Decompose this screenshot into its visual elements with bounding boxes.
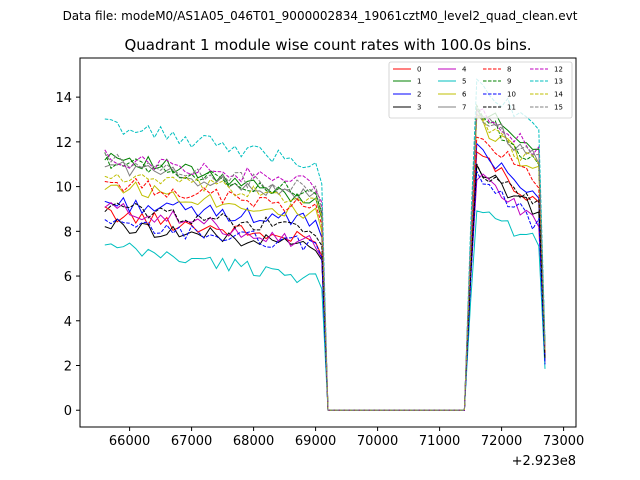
x-tick-label: 68000 (233, 434, 274, 449)
legend-label-10: 10 (507, 91, 516, 99)
x-axis: 66000 67000 68000 69000 70000 71000 72000 73000 (109, 427, 584, 449)
legend-label-5: 5 (462, 78, 466, 86)
x-tick-label: 66000 (109, 434, 150, 449)
series-lines (104, 78, 546, 411)
legend-label-1: 1 (417, 78, 421, 86)
legend-label-15: 15 (554, 104, 563, 112)
x-tick-label: 70000 (357, 434, 398, 449)
y-tick-label: 2 (64, 360, 72, 375)
y-tick-label: 0 (64, 404, 72, 419)
legend-label-0: 0 (417, 66, 421, 74)
x-tick-label: 67000 (171, 434, 212, 449)
legend-label-8: 8 (507, 66, 511, 74)
series-line-10 (104, 169, 546, 411)
legend-label-14: 14 (554, 91, 563, 99)
x-offset-label: +2.923e8 (512, 454, 576, 469)
legend-label-9: 9 (507, 78, 511, 86)
series-line-13 (104, 78, 546, 411)
y-axis: 0 2 4 6 8 10 12 14 (55, 91, 80, 419)
y-tick-label: 6 (64, 270, 72, 285)
x-tick-label: 73000 (543, 434, 584, 449)
y-tick-label: 12 (55, 136, 72, 151)
x-tick-label: 69000 (295, 434, 336, 449)
legend-label-13: 13 (554, 78, 563, 86)
legend-label-7: 7 (462, 104, 466, 112)
x-tick-label: 71000 (419, 434, 460, 449)
chart-title: Quadrant 1 module wise count rates with … (124, 36, 531, 54)
legend-label-12: 12 (554, 66, 563, 74)
legend-frame (388, 61, 573, 119)
legend-label-6: 6 (462, 91, 467, 99)
legend-label-3: 3 (417, 104, 421, 112)
y-tick-label: 10 (55, 181, 72, 196)
x-tick-label: 72000 (481, 434, 522, 449)
legend-label-4: 4 (462, 66, 467, 74)
series-line-5 (104, 210, 546, 411)
y-tick-label: 14 (55, 91, 72, 106)
suptitle: Data file: modeM0/AS1A05_046T01_90000028… (63, 9, 578, 23)
axes-frame (79, 57, 577, 428)
series-line-15 (104, 108, 546, 411)
plot-area (104, 78, 546, 411)
y-tick-label: 4 (64, 315, 72, 330)
y-tick-label: 8 (64, 225, 72, 240)
legend-label-2: 2 (417, 91, 421, 99)
legend-label-11: 11 (507, 104, 516, 112)
